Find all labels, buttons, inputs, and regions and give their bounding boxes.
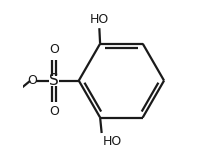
- Text: O: O: [49, 105, 59, 118]
- Text: HO: HO: [89, 13, 108, 26]
- Text: O: O: [49, 43, 59, 56]
- Text: O: O: [27, 74, 37, 87]
- Text: HO: HO: [103, 135, 122, 148]
- Text: S: S: [49, 73, 59, 88]
